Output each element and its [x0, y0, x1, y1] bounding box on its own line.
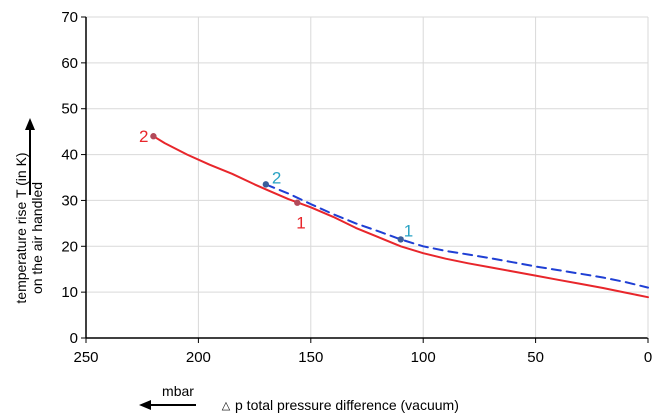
grid [85, 16, 649, 339]
x-axis-delta-symbol: △ [222, 400, 231, 412]
markers-group: 2 1 2 1 [139, 127, 413, 243]
point-label: 2 [139, 127, 148, 146]
series-marker [294, 199, 301, 206]
y-axis-title: temperature rise T (in K) on the air han… [13, 152, 45, 303]
series-line-dashed [264, 183, 649, 289]
point-label: 1 [296, 214, 305, 233]
x-tick-label: 0 [644, 349, 652, 366]
y-tick-label: 10 [61, 284, 78, 301]
y-tick-label: 70 [61, 9, 78, 26]
x-tick-labels: 250 200 150 100 50 0 [73, 349, 652, 366]
y-tick-label: 20 [61, 238, 78, 255]
x-tick-label: 150 [298, 349, 323, 366]
y-tick-labels: 0 10 20 30 40 50 60 70 [61, 9, 78, 347]
y-axis-title-line1: temperature rise T (in K) [13, 152, 29, 303]
x-tick-label: 100 [411, 349, 436, 366]
y-tick-label: 0 [70, 330, 78, 347]
y-tick-label: 50 [61, 101, 78, 118]
y-axis-arrow [25, 118, 35, 195]
point-label: 2 [272, 168, 281, 187]
series-line-solid [152, 135, 649, 299]
point-label: 1 [404, 221, 413, 240]
y-tick-label: 60 [61, 55, 78, 72]
series-marker [150, 133, 157, 140]
series-group [152, 135, 649, 299]
series-marker [262, 181, 270, 188]
x-unit-label: mbar [162, 383, 194, 399]
x-axis-title-text: p total pressure difference (vacuum) [235, 397, 459, 413]
y-axis-title-line2: on the air handled [29, 182, 45, 294]
x-tick-label: 50 [527, 349, 544, 366]
y-tick-label: 30 [61, 192, 78, 209]
series-marker [397, 236, 404, 243]
x-tick-label: 250 [73, 349, 98, 366]
x-axis-title: mbar △ p total pressure difference (vacu… [139, 383, 459, 413]
axes [81, 16, 649, 343]
x-tick-label: 200 [186, 349, 211, 366]
y-tick-label: 40 [61, 147, 78, 164]
